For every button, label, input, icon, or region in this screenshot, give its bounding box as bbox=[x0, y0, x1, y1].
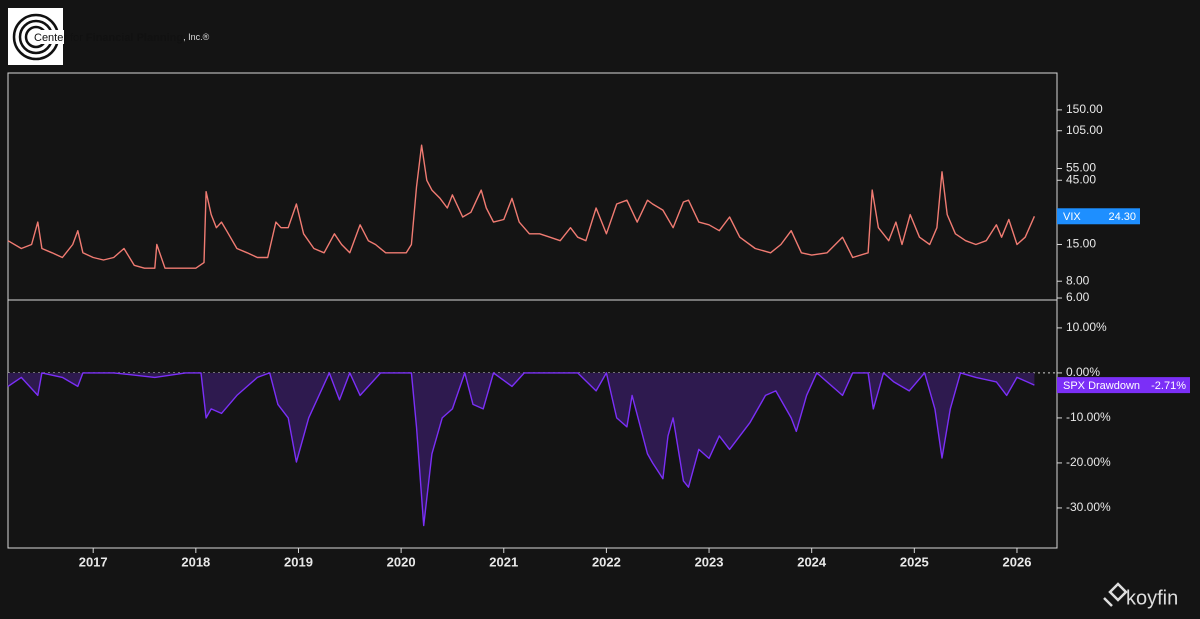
y-tick-label: 6.00 bbox=[1066, 290, 1090, 304]
y-tick-label: 0.00% bbox=[1066, 365, 1100, 379]
logo-text-part: Center for bbox=[34, 32, 83, 44]
value-tag-label: -2.71% bbox=[1151, 380, 1186, 392]
x-tick-label: 2019 bbox=[284, 554, 313, 569]
y-tick-label: 55.00 bbox=[1066, 161, 1096, 175]
watermark: koyfin bbox=[1103, 582, 1178, 609]
y-tick-label: -10.00% bbox=[1066, 410, 1111, 424]
watermark-icon bbox=[1103, 582, 1128, 607]
area bbox=[8, 372, 1035, 526]
y-tick-label: 45.00 bbox=[1066, 172, 1096, 186]
x-tick-label: 2018 bbox=[181, 554, 210, 569]
x-tick-label: 2026 bbox=[1003, 554, 1032, 569]
watermark-text: koyfin bbox=[1126, 587, 1178, 609]
y-tick-label: 10.00% bbox=[1066, 320, 1107, 334]
line bbox=[7, 144, 1036, 269]
x-tick-label: 2017 bbox=[79, 554, 108, 569]
value-tag-name: VIX bbox=[1063, 211, 1081, 223]
value-tag-label: 24.30 bbox=[1108, 211, 1136, 223]
y-tick-label: 8.00 bbox=[1066, 273, 1090, 287]
value-tag bbox=[1057, 377, 1190, 394]
logo-text: Center for Financial Planning, Inc.® bbox=[34, 32, 210, 44]
logo-text-part: Financial Planning bbox=[86, 32, 183, 44]
value-tag-name: SPX Drawdown bbox=[1063, 380, 1140, 392]
y-tick-label: 15.00 bbox=[1066, 237, 1096, 251]
x-tick-label: 2022 bbox=[592, 554, 621, 569]
logo-gap bbox=[40, 30, 64, 44]
logo-text-part: , Inc.® bbox=[183, 32, 210, 42]
y-tick-label: -30.00% bbox=[1066, 500, 1111, 514]
area-line bbox=[7, 372, 1035, 527]
plot-frame bbox=[7, 72, 1058, 549]
x-tick-label: 2021 bbox=[489, 554, 518, 569]
x-tick-label: 2020 bbox=[387, 554, 416, 569]
y-tick-label: 150.00 bbox=[1066, 102, 1103, 116]
value-tag bbox=[1057, 208, 1140, 225]
y-tick-label: 105.00 bbox=[1066, 123, 1103, 137]
x-tick-label: 2025 bbox=[900, 554, 929, 569]
logo: Center for Financial Planning, Inc.® bbox=[8, 8, 210, 65]
y-tick-label: -20.00% bbox=[1066, 455, 1111, 469]
x-tick-label: 2023 bbox=[695, 554, 724, 569]
x-tick-label: 2024 bbox=[797, 554, 827, 569]
